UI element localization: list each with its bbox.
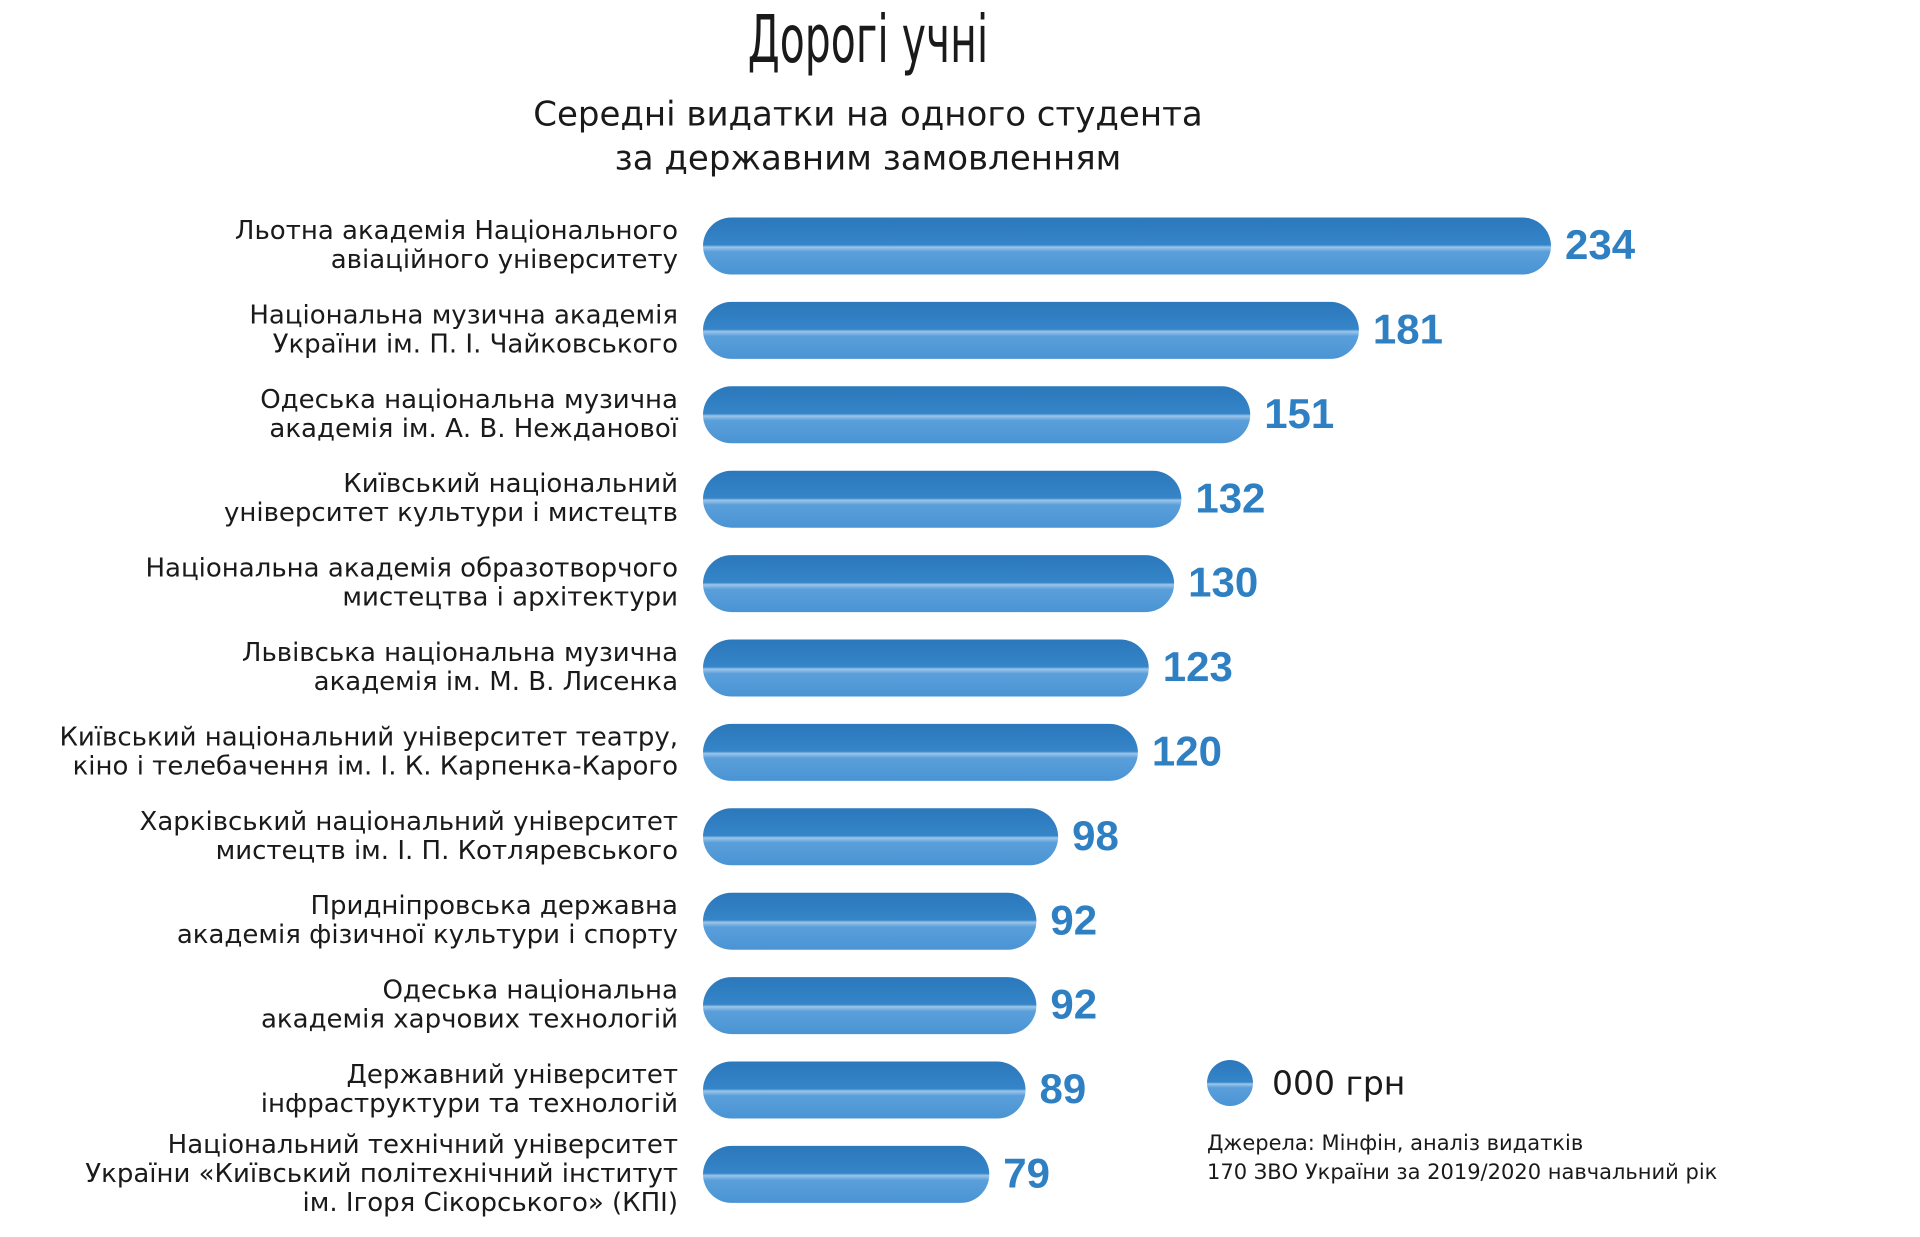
y-tick-label: ім. Ігоря Сікорського» (КПІ)	[303, 1188, 678, 1218]
y-tick-label: України ім. П. І. Чайковського	[273, 329, 678, 359]
y-tick-label: Національний технічний університет	[168, 1130, 678, 1160]
y-tick-label: Київський національний	[343, 469, 678, 499]
y-tick-label: академія харчових технологій	[261, 1005, 678, 1035]
bar	[703, 1061, 1026, 1119]
y-tick-label: Харківський національний університет	[140, 807, 678, 837]
y-tick-label: мистецтва і архітектури	[342, 583, 678, 613]
legend-swatch	[1207, 1060, 1253, 1106]
y-tick-label: Державний університет	[347, 1060, 678, 1090]
value-label: 79	[1003, 1149, 1050, 1196]
bar	[703, 892, 1037, 950]
value-label: 132	[1195, 474, 1265, 521]
value-label: 120	[1152, 727, 1222, 774]
value-label: 92	[1050, 896, 1097, 943]
bar	[703, 639, 1149, 697]
y-tick-label: Національна музична академія	[249, 300, 678, 330]
chart-title: Дорогі учні	[748, 1, 988, 78]
y-tick-label: Київський національний університет театр…	[59, 722, 678, 752]
y-tick-label: академія ім. А. В. Нежданової	[269, 414, 678, 444]
y-tick-label: інфраструктури та технологій	[261, 1089, 678, 1119]
source: Джерела: Мінфін, аналіз видатків	[1207, 1131, 1583, 1155]
bar	[703, 217, 1551, 275]
value-label: 98	[1072, 812, 1119, 859]
y-tick-label: університет культури і мистецтв	[224, 498, 678, 528]
value-label: 181	[1373, 305, 1443, 352]
y-tick-label: Львівська національна музична	[242, 638, 678, 668]
y-tick-label: Одеська національна музична	[260, 385, 678, 415]
y-tick-label: України «Київський політехнічний інститу…	[85, 1159, 678, 1189]
value-label: 92	[1050, 981, 1097, 1028]
bar	[703, 723, 1138, 781]
bar	[703, 808, 1059, 866]
value-label: 123	[1163, 643, 1233, 690]
y-tick-label: мистецтв ім. І. П. Котляревського	[216, 836, 678, 866]
source: 170 ЗВО України за 2019/2020 навчальний …	[1207, 1160, 1717, 1184]
y-tick-label: кіно і телебачення ім. І. К. Карпенка-Ка…	[73, 751, 678, 781]
value-label: 89	[1040, 1065, 1087, 1112]
bar	[703, 470, 1182, 528]
bar	[703, 1145, 990, 1203]
y-tick-label: Придніпровська державна	[311, 891, 679, 921]
y-tick-label: академія ім. М. В. Лисенка	[314, 667, 678, 697]
value-label: 130	[1188, 559, 1258, 606]
bar	[703, 301, 1359, 359]
legend-label: 000 грн	[1272, 1064, 1405, 1103]
bar	[703, 977, 1037, 1035]
y-tick-label: авіаційного університету	[331, 245, 678, 275]
subtitle: за державним замовленням	[615, 139, 1122, 179]
value-label: 151	[1264, 390, 1334, 437]
y-tick-label: академія фізичної культури і спорту	[177, 920, 678, 950]
y-tick-label: Національна академія образотворчого	[146, 554, 679, 584]
bar	[703, 386, 1251, 444]
subtitle: Середні видатки на одного студента	[533, 95, 1202, 135]
y-tick-label: Одеська національна	[382, 976, 678, 1006]
value-label: 234	[1565, 221, 1636, 268]
bar	[703, 555, 1175, 613]
y-tick-label: Льотна академія Національного	[235, 216, 678, 246]
